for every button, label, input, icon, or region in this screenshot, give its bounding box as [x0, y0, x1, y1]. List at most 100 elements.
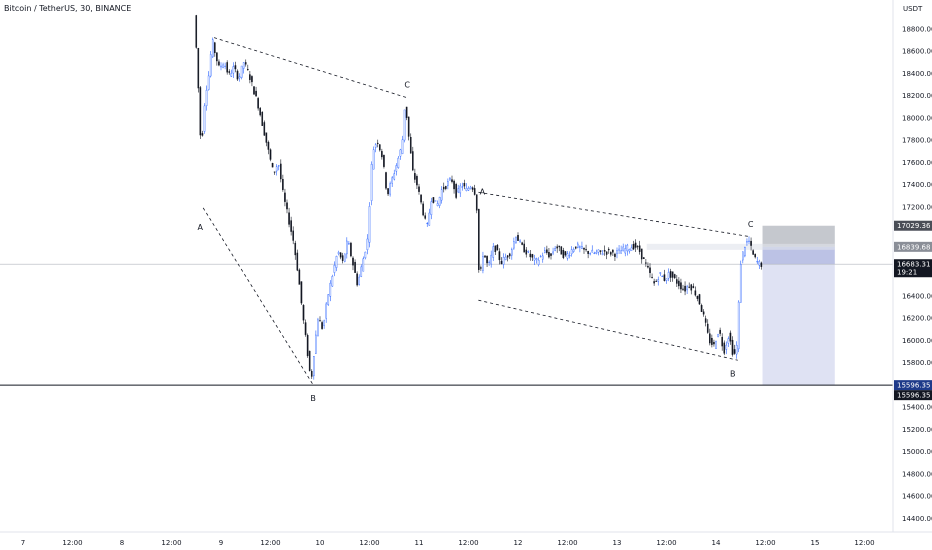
price-tick-label: 17800.00: [902, 137, 932, 145]
candle-body: [220, 65, 222, 68]
candle-body: [319, 320, 321, 322]
candle-body: [230, 73, 233, 77]
candle-body: [222, 64, 224, 68]
candle-body: [554, 248, 556, 251]
candle-body: [684, 285, 686, 292]
price-tick-label: 18200.00: [902, 92, 932, 100]
candle-body: [752, 250, 754, 255]
candle-body: [727, 338, 730, 344]
candle-body: [618, 248, 620, 251]
candle-body: [490, 254, 492, 265]
candle-body: [544, 250, 546, 253]
candle-body: [546, 249, 548, 253]
candle-body: [442, 186, 445, 190]
candle-body: [372, 149, 375, 170]
candle-body: [589, 253, 591, 255]
candle-body: [203, 105, 206, 132]
candle-body: [624, 248, 627, 254]
candle-body: [412, 151, 414, 171]
candle-body: [424, 215, 426, 219]
candle-body: [686, 286, 688, 291]
candle-body: [556, 246, 558, 249]
candle-body: [696, 295, 699, 299]
price-tick-label: 15800.00: [902, 359, 932, 367]
time-tick-label: 12:00: [359, 539, 379, 547]
price-tick-label: 15400.00: [902, 404, 932, 412]
candle-body: [723, 342, 726, 354]
time-tick-label: 12:00: [755, 539, 775, 547]
candle-body: [257, 98, 259, 109]
pattern-point-label: A: [480, 187, 486, 196]
candle-body: [341, 255, 344, 261]
price-tick-label: 18000.00: [902, 114, 932, 122]
time-tick-label: 12: [514, 539, 523, 547]
candle-body: [284, 192, 286, 202]
candle-body: [214, 42, 216, 54]
candle-body: [744, 247, 746, 257]
candle-body: [649, 267, 651, 274]
candle-body: [325, 303, 327, 319]
candle-body: [737, 301, 740, 350]
pattern-point-label: A: [197, 223, 203, 232]
candle-body: [313, 356, 315, 377]
candle-body: [758, 261, 761, 266]
candle-body: [632, 244, 635, 250]
candle-body: [416, 176, 418, 186]
price-tick-label: 17400.00: [902, 181, 932, 189]
candle-body: [209, 54, 212, 77]
candle-body: [605, 251, 608, 255]
candle-body: [671, 271, 674, 278]
candle-body: [733, 349, 736, 354]
candle-body: [661, 275, 664, 277]
candle-body: [358, 276, 360, 285]
candle-body: [232, 66, 235, 74]
candle-body: [475, 194, 478, 211]
candle-body: [655, 280, 657, 282]
candle-body: [527, 251, 530, 253]
candle-body: [628, 249, 631, 252]
candle-body: [389, 183, 391, 195]
candle-body: [533, 257, 536, 261]
candle-body: [471, 187, 474, 190]
candle-body: [228, 71, 231, 73]
candle-body: [678, 280, 680, 287]
candle-body: [562, 250, 565, 258]
candle-body: [430, 201, 433, 215]
profit-zone-filled: [762, 246, 835, 265]
candle-body: [370, 164, 373, 201]
short-position-tool[interactable]: [646, 225, 835, 386]
candle-body: [612, 249, 614, 253]
candle-body: [548, 251, 550, 258]
candle-body: [360, 266, 363, 277]
candle-body: [702, 311, 705, 315]
candle-body: [304, 322, 307, 335]
price-tick-label: 14800.00: [902, 470, 932, 478]
time-axis[interactable]: 7 12:00 8 12:00 9 12:00 10 12:00 11 12:00 12 12:00 1…: [0, 531, 932, 547]
horizontal-level-line[interactable]: [0, 263, 893, 386]
candle-body: [401, 139, 404, 154]
candle-body: [539, 256, 542, 258]
candle-body: [480, 267, 482, 269]
candle-body: [587, 251, 589, 254]
candle-body: [566, 253, 569, 259]
time-tick-label: 12:00: [161, 539, 181, 547]
candle-body: [731, 339, 734, 355]
candle-body: [395, 165, 398, 172]
candle-body: [492, 246, 495, 258]
abc-pattern-drawings[interactable]: A B C A B C: [197, 37, 754, 403]
candle-body: [261, 111, 264, 126]
price-axis[interactable]: 18800.00 18600.00 18400.00 18200.00 18000.00…: [892, 0, 932, 532]
candle-body: [558, 245, 561, 248]
candle-body: [362, 258, 365, 272]
candle-body: [515, 236, 517, 244]
time-tick-label: 15: [811, 539, 820, 547]
candle-body: [748, 240, 750, 242]
candle-body: [211, 39, 214, 58]
pattern-lower-trendline: [478, 299, 738, 361]
time-tick-label: 7: [21, 539, 25, 547]
candle-body: [352, 257, 354, 266]
candle-body: [242, 62, 245, 69]
candle-body: [329, 282, 332, 297]
candle-body: [453, 180, 455, 190]
